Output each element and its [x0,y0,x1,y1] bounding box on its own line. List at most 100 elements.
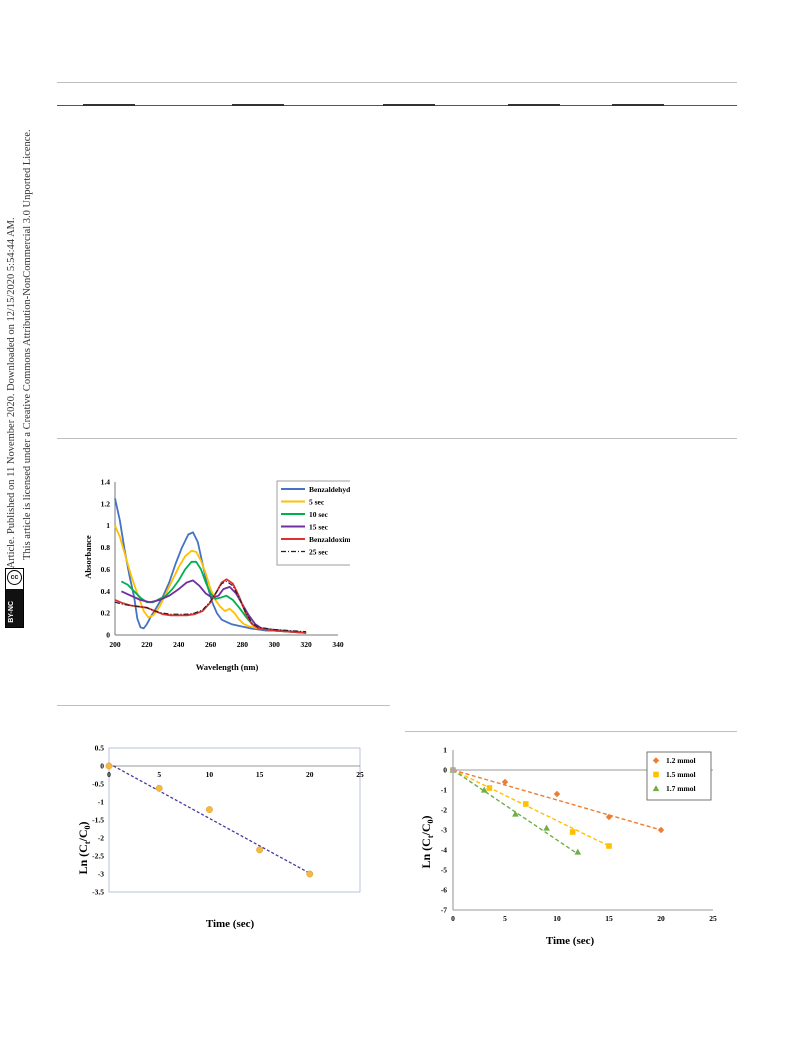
chart3-ytick-label: -2 [441,806,447,815]
left-lower-rule [57,705,390,706]
chart2-ylabel-end: ) [76,821,90,825]
chart3-ylabel: Ln (Ct/C0) [419,815,435,868]
chart1-ytick-label: 0 [106,631,110,640]
chart3-data-point [512,810,519,817]
chart1-xtick-label: 320 [301,640,313,649]
chart3-ytick-label: -3 [441,826,447,835]
chart1-legend-label: Benzaldoxime [309,535,350,544]
chart2-data-point [105,762,113,770]
chart3-ytick-label: -4 [441,846,447,855]
chart1-xlabel: Wavelength (nm) [196,662,259,672]
chart2-data-point [306,870,314,878]
chart1-xtick-label: 200 [109,640,121,649]
chart1-ylabel: Absorbance [83,535,93,579]
by-nc-block [6,589,23,627]
chart3-ylabel-end: ) [419,815,433,819]
chart3-ylabel-mid: /C [419,823,433,836]
chart3-xlabel: Time (sec) [546,935,595,947]
chart3-data-point [606,843,612,849]
chart3-legend-marker [652,785,660,792]
chart3-data-point [501,778,509,786]
right-lower-rule [405,731,737,732]
chart2-ylabel-sub1: t [83,841,92,844]
chart1-xtick-label: 240 [173,640,185,649]
chart1-series-line [114,580,307,633]
chart1-legend-label: 10 sec [309,510,329,519]
chart1-ytick-label: 0.6 [101,565,111,574]
chart2-ylabel-mid: /C [76,829,90,842]
chart1-series-line [114,498,307,634]
column-mark-4 [508,104,560,106]
chart1-ytick-label: 0.4 [101,587,111,596]
chart3-xtick-label: 15 [605,914,613,923]
chart2-data-point [155,784,163,792]
chart3-data-point [553,790,561,798]
chart3-data-point [574,848,582,855]
chart2-ytick-label: -1.5 [92,816,104,825]
chart1-ytick-label: 1.4 [101,478,111,487]
uv-vis-spectra-chart: 200 220 240 260 280 300 320 340 0 0.2 0.4 0.6 0.8 1 1.… [83,478,350,672]
sidebar-published-line: Open Access Article. Published on 11 Nov… [6,217,17,625]
chart3-xtick-label: 10 [553,914,561,923]
chart3-legend-marker [653,771,659,778]
chart2-xtick-label: 10 [206,770,214,779]
chart3-xtick-label: 25 [709,914,717,923]
chart3-legend-label: 1.7 mmol [666,784,696,793]
top-rule [57,82,737,83]
chart3-ytick-label: 0 [443,766,447,775]
chart3-xtick-label: 20 [657,914,665,923]
chart3-data-point [543,824,550,831]
chart2-ytick-label: 0 [100,762,104,771]
column-mark-1 [83,104,135,106]
chart3-ytick-label: 1 [443,746,447,755]
chart2-data-point [256,846,264,854]
chart3-xtick-label: 5 [503,914,507,923]
chart1-ytick-label: 0.2 [101,609,111,618]
chart2-ylabel-sub2: 0 [83,825,92,829]
chart3-origin-point [450,767,456,773]
chart2-xtick-label: 25 [356,770,364,779]
chart3-ylabel-sub1: t [426,835,435,838]
chart2-xlabel: Time (sec) [206,918,255,930]
chart1-legend-box [276,480,350,566]
chart2-xtick-label: 5 [157,770,161,779]
chart1-xtick-label: 300 [269,640,281,649]
chart3-data-point [480,786,488,793]
cc-license-badge[interactable]: cc BY-NC [5,568,24,628]
chart2-xtick-label: 15 [256,770,264,779]
chart3-data-point [486,785,493,791]
chart2-ylabel-main: Ln (C [76,844,90,874]
chart3-legend-label: 1.5 mmol [666,770,696,779]
chart2-ytick-label: -3.5 [92,888,104,897]
kinetics-fit-chart: 0 5 10 15 20 250.50-0.5-1-1.5-2-2.5-3-3.5 Tim… [76,744,364,931]
chart2-xtick-label: 20 [306,770,314,779]
chart3-ylabel-main: Ln (C [419,838,433,868]
sidebar-license-line: This article is licensed under a Creativ… [22,129,33,560]
chart1-xtick-label: 260 [205,640,217,649]
chart3-data-point [523,801,529,807]
chart2-ytick-label: -2.5 [92,852,104,861]
chart2-ylabel: Ln (Ct/C0) [76,821,92,874]
chart1-ytick-label: 1 [106,521,110,530]
chart3-data-point [657,826,665,834]
chart2-ytick-label: 0.5 [95,744,105,753]
cc-icon: cc [7,570,22,585]
chart1-series-line [114,525,307,634]
chart2-ytick-label: -1 [98,798,104,807]
chart3-data-point [569,829,576,835]
chart3-xtick-label: 0 [451,914,455,923]
chart3-fit-line [452,769,662,831]
chart2-plot-frame [108,747,361,893]
chart1-xtick-label: 220 [141,640,153,649]
chart3-legend-marker [652,757,660,764]
chart2-ytick-label: -0.5 [92,780,104,789]
chart3-data-point [605,813,613,821]
chart1-xtick-label: 280 [237,640,249,649]
chart2-fit-line [108,762,311,874]
chart1-ytick-label: 0.8 [101,543,111,552]
chart1-legend-label: 15 sec [309,522,329,531]
mid-rule [57,438,737,439]
chart1-legend-label: 5 sec [309,497,325,506]
column-mark-5 [612,104,664,106]
